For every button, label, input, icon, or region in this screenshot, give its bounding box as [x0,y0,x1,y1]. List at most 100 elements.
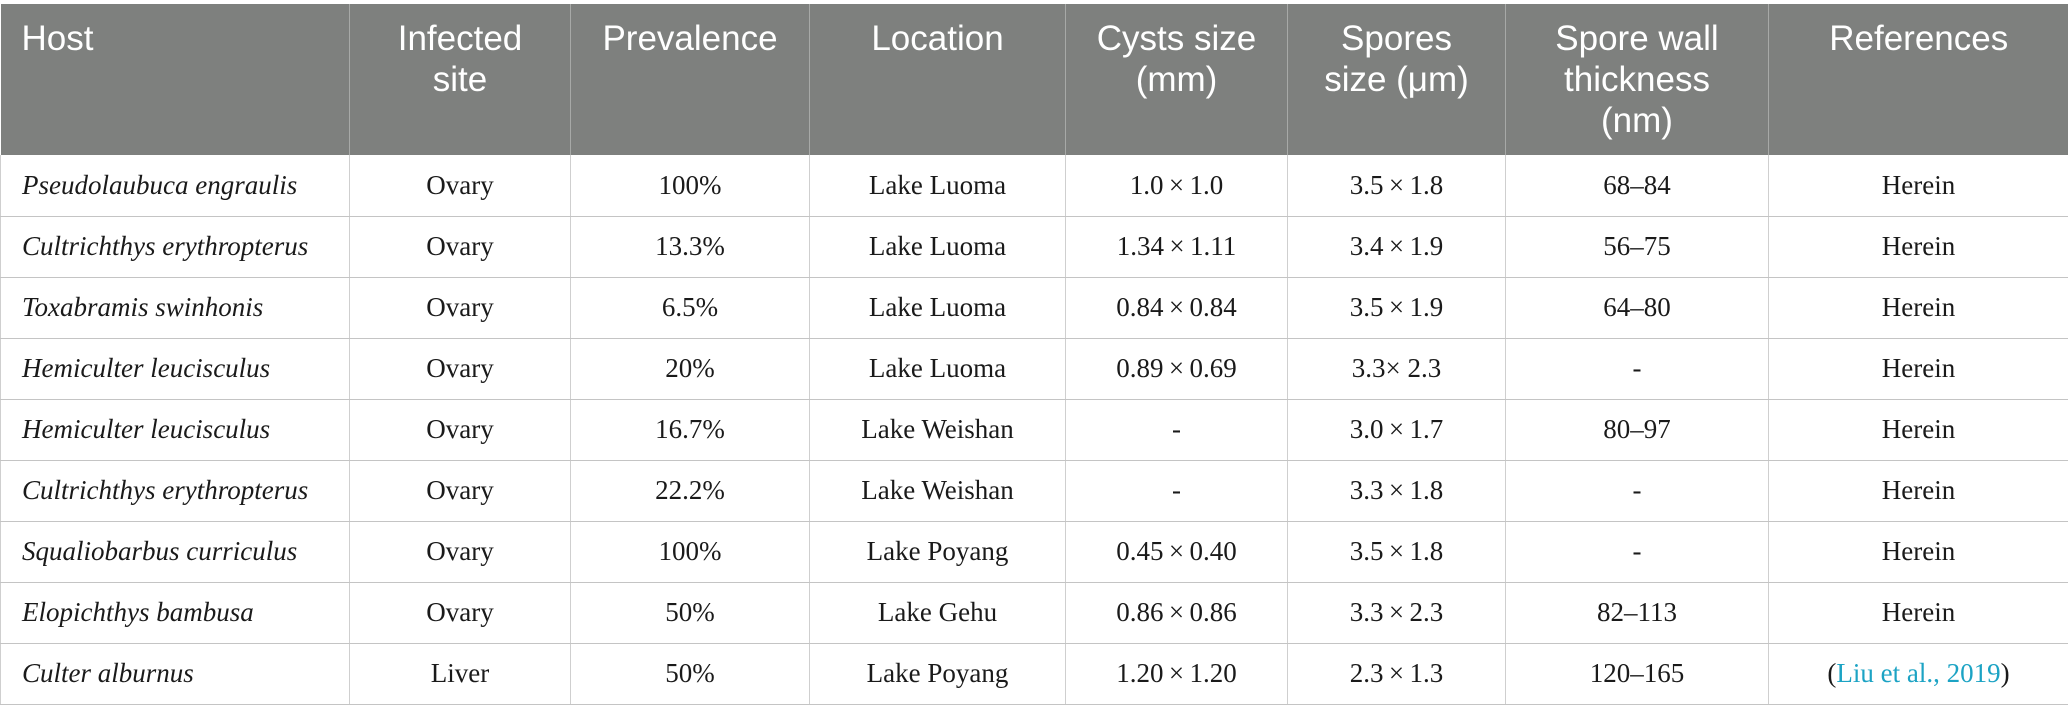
table-body: Pseudolaubuca engraulis Ovary 100% Lake Luo… [0,155,2068,705]
prevalence-cell: 20% [570,338,810,400]
column-header-prevalence: Prevalence [570,4,810,155]
header-line: (nm) [1601,101,1673,140]
table-row: Squaliobarbus curriculus Ovary 100% Lake Po… [0,521,2068,583]
reference-cell: Herein [1768,277,2068,339]
cysts-size-cell: 1.0 × 1.0 [1065,155,1288,217]
header-line: site [432,60,488,99]
wall-thickness-cell: - [1505,521,1769,583]
column-header-spores-size: Spores size (μm) [1287,4,1506,155]
prevalence-cell: 50% [570,643,810,705]
reference-open-paren: ( [1827,658,1837,688]
location-cell: Lake Luoma [809,155,1066,217]
host-cell: Cultrichthys erythropterus [0,216,350,278]
table-row: Pseudolaubuca engraulis Ovary 100% Lake Luo… [0,155,2068,217]
table-row: Elopichthys bambusa Ovary 50% Lake Gehu 0.86… [0,582,2068,644]
header-line: Spore wall [1555,19,1719,58]
spores-size-cell: 3.0 × 1.7 [1287,399,1506,461]
host-cell: Pseudolaubuca engraulis [0,155,350,217]
location-cell: Lake Weishan [809,460,1066,522]
location-cell: Lake Poyang [809,521,1066,583]
data-table-container: Host Infected site Prevalence Location Cysts … [0,4,2068,705]
header-line: References [1829,19,2009,58]
host-cell: Elopichthys bambusa [0,582,350,644]
wall-thickness-cell: 64–80 [1505,277,1769,339]
wall-thickness-cell: 56–75 [1505,216,1769,278]
prevalence-cell: 100% [570,521,810,583]
host-cell: Hemiculter leucisculus [0,399,350,461]
reference-cell: Herein [1768,582,2068,644]
location-cell: Lake Luoma [809,277,1066,339]
reference-cell: Herein [1768,521,2068,583]
header-row: Host Infected site Prevalence Location Cysts … [0,4,2068,155]
wall-thickness-cell: - [1505,460,1769,522]
spores-size-cell: 3.5 × 1.9 [1287,277,1506,339]
column-header-host: Host [0,4,350,155]
header-line: Prevalence [602,19,778,58]
header-line: (mm) [1135,60,1218,99]
location-cell: Lake Gehu [809,582,1066,644]
spores-size-cell: 2.3 × 1.3 [1287,643,1506,705]
infected-site-cell: Ovary [349,216,571,278]
host-cell: Culter alburnus [0,643,350,705]
infected-site-cell: Liver [349,643,571,705]
header-line: Host [21,19,94,58]
prevalence-cell: 16.7% [570,399,810,461]
table-header: Host Infected site Prevalence Location Cysts … [0,4,2068,155]
prevalence-cell: 13.3% [570,216,810,278]
wall-thickness-cell: 80–97 [1505,399,1769,461]
host-cell: Squaliobarbus curriculus [0,521,350,583]
cysts-size-cell: 1.34 × 1.11 [1065,216,1288,278]
cysts-size-cell: 0.45 × 0.40 [1065,521,1288,583]
table-row: Cultrichthys erythropterus Ovary 13.3% Lake… [0,216,2068,278]
header-line: Location [871,19,1004,58]
host-cell: Cultrichthys erythropterus [0,460,350,522]
table-row: Cultrichthys erythropterus Ovary 22.2% Lake… [0,460,2068,522]
header-line: Infected [397,19,523,58]
infected-site-cell: Ovary [349,521,571,583]
prevalence-cell: 22.2% [570,460,810,522]
infected-site-cell: Ovary [349,460,571,522]
wall-thickness-cell: 82–113 [1505,582,1769,644]
table-row: Toxabramis swinhonis Ovary 6.5% Lake Luoma 0… [0,277,2068,339]
cysts-size-cell: 0.89 × 0.69 [1065,338,1288,400]
spores-size-cell: 3.3 × 2.3 [1287,582,1506,644]
location-cell: Lake Poyang [809,643,1066,705]
header-line: Cysts size [1096,19,1257,58]
column-header-cysts-size: Cysts size (mm) [1065,4,1288,155]
location-cell: Lake Weishan [809,399,1066,461]
prevalence-cell: 50% [570,582,810,644]
host-cell: Toxabramis swinhonis [0,277,350,339]
spores-size-cell: 3.3 × 1.8 [1287,460,1506,522]
host-cell: Hemiculter leucisculus [0,338,350,400]
reference-cell: Herein [1768,155,2068,217]
table-row: Hemiculter leucisculus Ovary 20% Lake Luoma… [0,338,2068,400]
table-row: Culter alburnus Liver 50% Lake Poyang 1.20 ×… [0,643,2068,705]
infected-site-cell: Ovary [349,155,571,217]
cysts-size-cell: - [1065,399,1288,461]
cysts-size-cell: - [1065,460,1288,522]
infected-site-cell: Ovary [349,338,571,400]
location-cell: Lake Luoma [809,216,1066,278]
infected-site-cell: Ovary [349,582,571,644]
header-line: thickness [1564,60,1710,99]
infected-site-cell: Ovary [349,277,571,339]
column-header-spore-wall-thickness: Spore wall thickness (nm) [1505,4,1769,155]
reference-cell: Herein [1768,216,2068,278]
location-cell: Lake Luoma [809,338,1066,400]
host-infection-table: Host Infected site Prevalence Location Cysts … [0,4,2068,705]
cysts-size-cell: 0.86 × 0.86 [1065,582,1288,644]
spores-size-cell: 3.4 × 1.9 [1287,216,1506,278]
spores-size-cell: 3.5 × 1.8 [1287,521,1506,583]
header-line: Spores [1341,19,1452,58]
reference-cell: Herein [1768,460,2068,522]
spores-size-cell: 3.5 × 1.8 [1287,155,1506,217]
cysts-size-cell: 1.20 × 1.20 [1065,643,1288,705]
column-header-location: Location [809,4,1066,155]
reference-cell: (Liu et al., 2019) [1768,643,2068,705]
reference-link[interactable]: Liu et al., 2019 [1836,658,2001,688]
wall-thickness-cell: - [1505,338,1769,400]
reference-close-paren: ) [2000,658,2010,688]
wall-thickness-cell: 120–165 [1505,643,1769,705]
table-row: Hemiculter leucisculus Ovary 16.7% Lake Wei… [0,399,2068,461]
wall-thickness-cell: 68–84 [1505,155,1769,217]
